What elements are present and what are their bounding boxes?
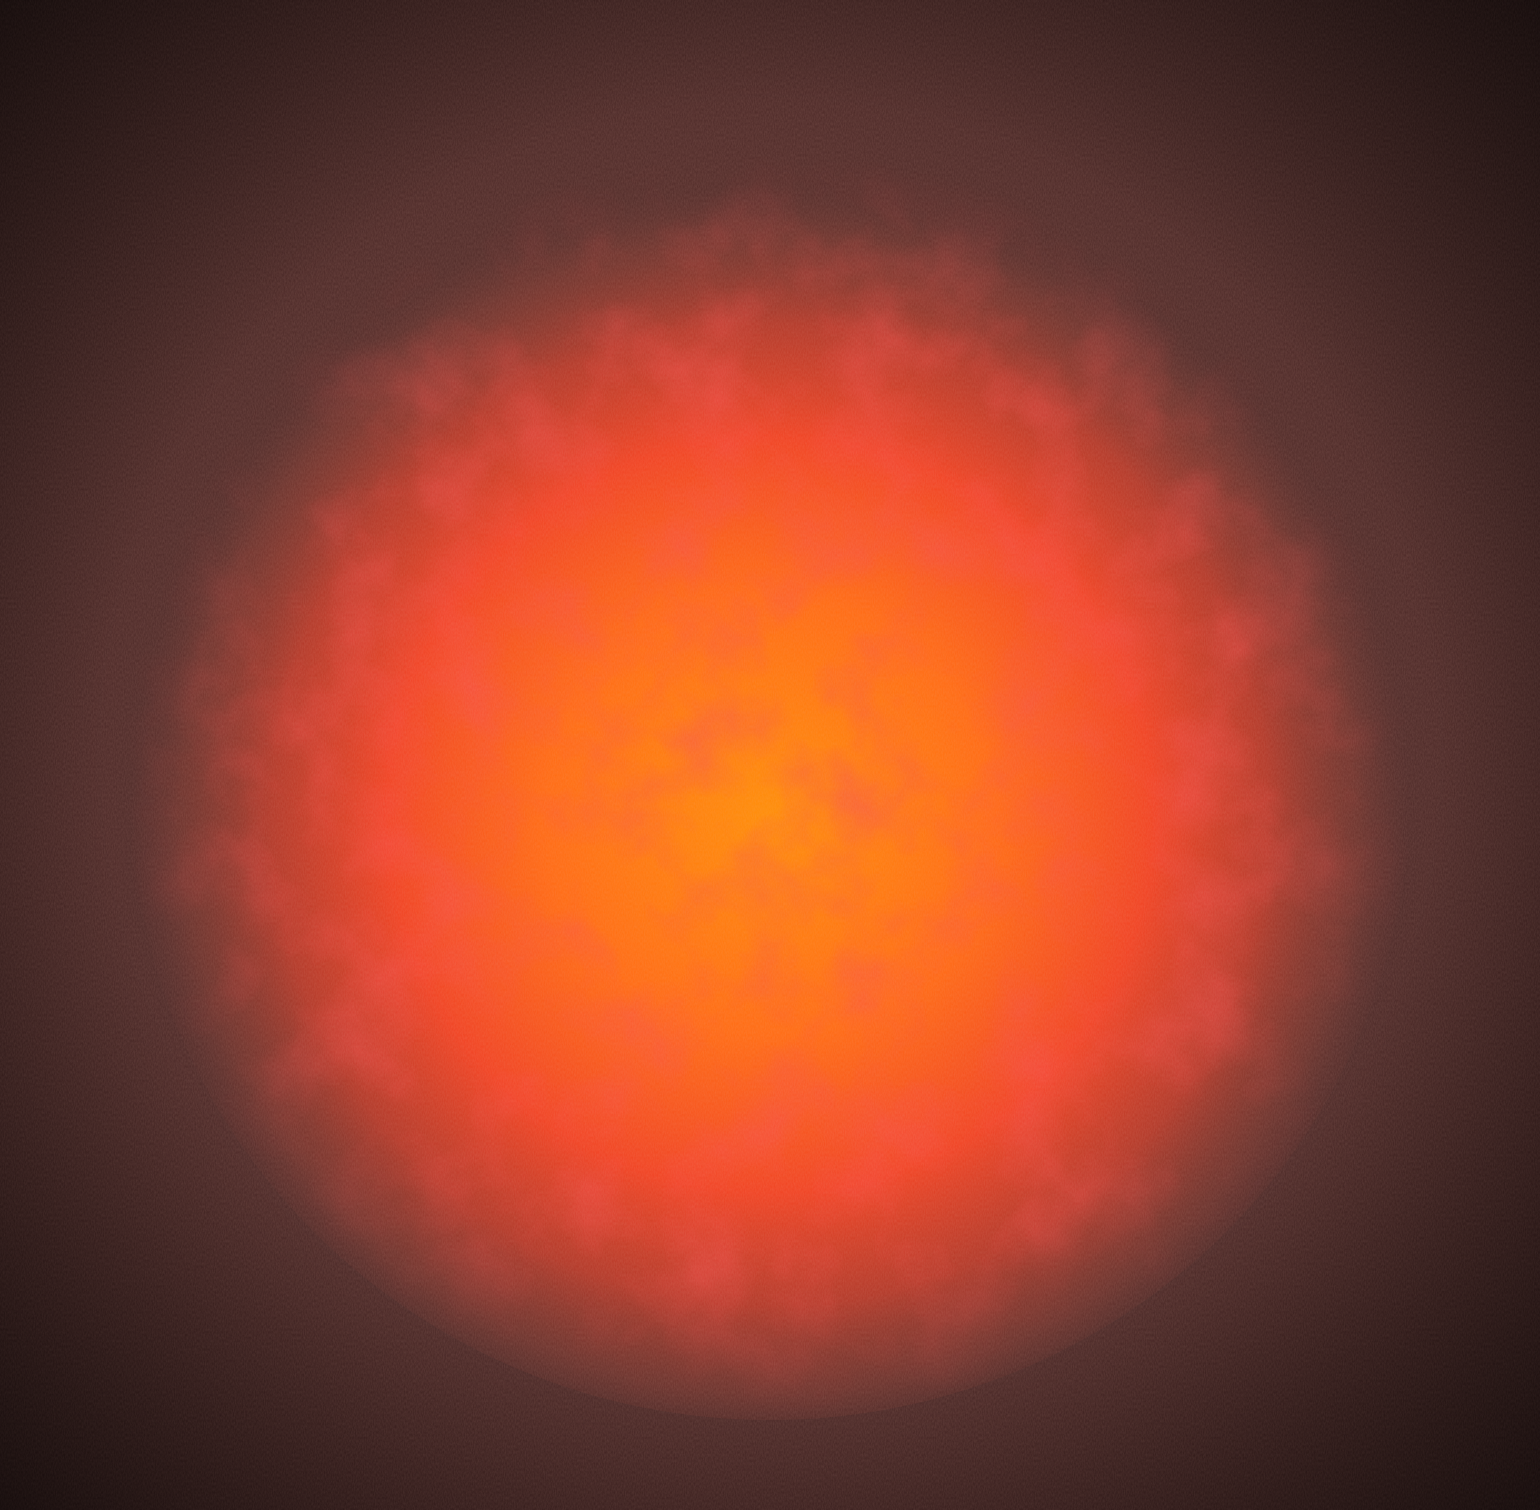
artwork-canvas [0, 0, 1540, 1510]
glowing-orb-artwork [0, 0, 1540, 1510]
vignette [0, 0, 1540, 1510]
